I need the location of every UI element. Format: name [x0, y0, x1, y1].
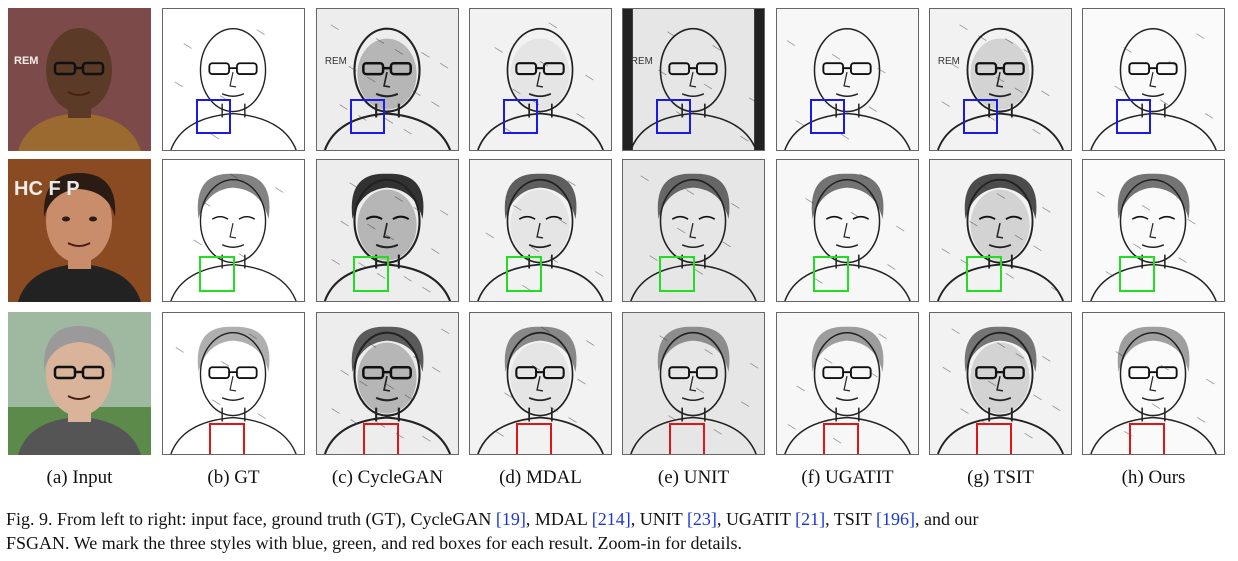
row-2-unit-image: [622, 159, 765, 302]
column-label-ours: (h) Ours: [1121, 467, 1186, 488]
figure-caption: Fig. 9. From left to right: input face, …: [6, 507, 1234, 555]
row-3-mdal-image: [469, 312, 612, 455]
row-2-mdal-highlight-box: [506, 256, 542, 292]
citation-tsit[interactable]: [196]: [875, 509, 915, 529]
svg-text:REM: REM: [938, 56, 960, 67]
citation-unit[interactable]: [23]: [686, 509, 717, 529]
row-2-cyclegan-highlight-box: [353, 256, 389, 292]
row-3-unit-highlight-box: [669, 423, 705, 454]
caption-text: , and our: [914, 509, 979, 529]
row-1-tsit-image: REM: [929, 8, 1072, 151]
row-1-unit-image: REM: [622, 8, 765, 151]
caption-text: Fig. 9. From left to right: input face, …: [6, 509, 496, 529]
row-1-gt-highlight-box: [196, 99, 231, 134]
row-3-ugatit-image: [776, 312, 919, 455]
caption-text: , UGATIT: [716, 509, 796, 529]
row-1-ours-highlight-box: [1116, 99, 1151, 134]
row-3-mdal-highlight-box: [516, 423, 552, 454]
svg-text:REM: REM: [631, 56, 653, 67]
row-3-gt-image: [162, 312, 305, 455]
svg-text:REM: REM: [325, 56, 347, 67]
row-1-ours-image: [1082, 8, 1225, 151]
row-2-tsit-image: [929, 159, 1072, 302]
row-3-input-image: [8, 312, 151, 455]
column-label-input: (a) Input: [46, 467, 113, 488]
row-2-gt-highlight-box: [199, 256, 235, 292]
row-1-cyclegan-image: REM: [316, 8, 459, 151]
row-3-ours-image: [1082, 312, 1225, 455]
row-1-tsit-highlight-box: [963, 99, 998, 134]
row-3-unit-image: [622, 312, 765, 455]
row-3-tsit-highlight-box: [976, 423, 1012, 454]
svg-text:HC F P: HC F P: [14, 178, 80, 200]
row-3-ugatit-highlight-box: [823, 423, 859, 454]
row-3-ours-highlight-box: [1129, 423, 1165, 454]
row-1-cyclegan-highlight-box: [350, 99, 385, 134]
row-1-input-image: REM: [8, 8, 151, 151]
column-label-mdal: (d) MDAL: [499, 467, 582, 488]
row-2-ugatit-image: [776, 159, 919, 302]
citation-cyclegan[interactable]: [19]: [495, 509, 526, 529]
citation-ugatit[interactable]: [21]: [795, 509, 826, 529]
column-label-cyclegan: (c) CycleGAN: [331, 467, 444, 488]
caption-line-2: FSGAN. We mark the three styles with blu…: [6, 533, 743, 553]
row-2-input-image: HC F P: [8, 159, 151, 302]
column-label-ugatit: (f) UGATIT: [801, 467, 894, 488]
row-2-cyclegan-image: [316, 159, 459, 302]
row-1-mdal-highlight-box: [503, 99, 538, 134]
row-2-unit-highlight-box: [659, 256, 695, 292]
svg-text:REM: REM: [14, 55, 38, 67]
row-3-cyclegan-image: [316, 312, 459, 455]
caption-text: , MDAL: [525, 509, 592, 529]
row-2-mdal-image: [469, 159, 612, 302]
column-label-gt: (b) GT: [207, 467, 260, 488]
row-3-tsit-image: [929, 312, 1072, 455]
row-3-gt-highlight-box: [209, 423, 245, 454]
row-1-ugatit-image: [776, 8, 919, 151]
row-2-ours-image: [1082, 159, 1225, 302]
row-2-ugatit-highlight-box: [813, 256, 849, 292]
citation-mdal[interactable]: [214]: [591, 509, 631, 529]
row-3-cyclegan-highlight-box: [363, 423, 399, 454]
row-2-ours-highlight-box: [1119, 256, 1155, 292]
caption-text: , UNIT: [630, 509, 687, 529]
column-label-tsit: (g) TSIT: [967, 467, 1034, 488]
row-2-tsit-highlight-box: [966, 256, 1002, 292]
row-2-gt-image: [162, 159, 305, 302]
row-1-mdal-image: [469, 8, 612, 151]
column-label-unit: (e) UNIT: [657, 467, 730, 488]
row-1-ugatit-highlight-box: [810, 99, 845, 134]
caption-text: , TSIT: [825, 509, 876, 529]
row-1-gt-image: [162, 8, 305, 151]
row-1-unit-highlight-box: [656, 99, 691, 134]
